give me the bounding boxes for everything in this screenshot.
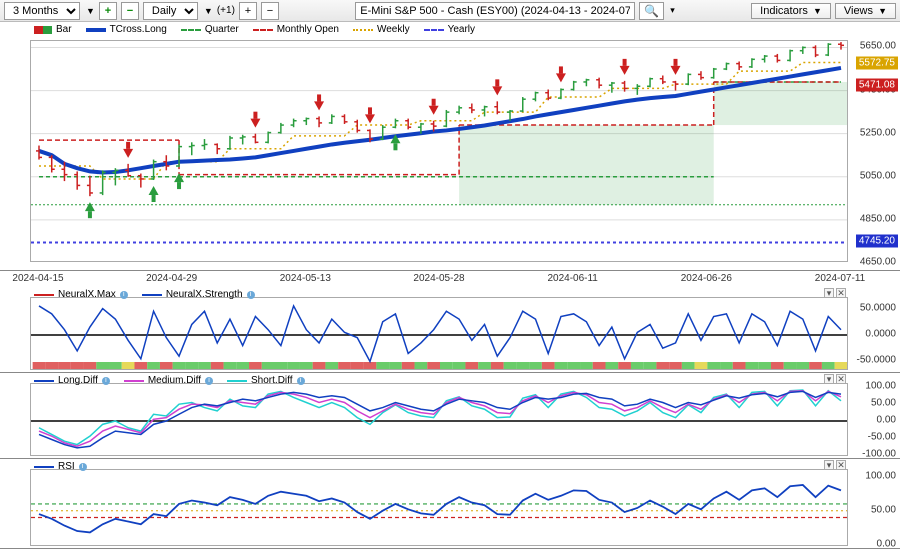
chart-area: Bar TCross.Long Quarter Monthly Open Weekly Y… xyxy=(0,22,900,549)
x-tick: 2024-04-15 xyxy=(12,273,63,284)
y-tick: 50.00 xyxy=(871,398,896,409)
chevron-down-icon: ▼ xyxy=(86,6,95,16)
indicators-button[interactable]: Indicators ▼ xyxy=(751,3,831,19)
y-tick: 50.00 xyxy=(871,504,896,515)
y-tick: 5250.00 xyxy=(860,127,896,138)
price-chart-panel: Bar TCross.Long Quarter Monthly Open Weekly Y… xyxy=(0,22,900,271)
diff-plot[interactable] xyxy=(30,383,848,456)
step-plus-button[interactable]: + xyxy=(239,2,257,20)
range-select[interactable]: 3 Months xyxy=(4,2,80,20)
y-tick: 50.0000 xyxy=(860,302,896,313)
y-tick: 0.00 xyxy=(877,538,896,549)
neural-y-axis: -50.0000 0.0000 50.0000 xyxy=(850,287,900,372)
legend-item: Yearly xyxy=(424,24,475,35)
y-tick: 100.00 xyxy=(865,381,896,392)
info-icon[interactable]: i xyxy=(79,463,87,471)
info-icon[interactable]: i xyxy=(205,377,213,385)
y-tick: -50.00 xyxy=(868,431,896,442)
legend-item: Medium.Diffi xyxy=(124,375,213,386)
price-badge: 4745.20 xyxy=(856,235,898,248)
price-x-axis: 2024-04-15 2024-04-29 2024-05-13 2024-05-28… xyxy=(0,271,900,287)
views-button[interactable]: Views ▼ xyxy=(835,3,896,19)
y-tick: 100.00 xyxy=(865,470,896,481)
x-tick: 2024-05-13 xyxy=(280,273,331,284)
x-tick: 2024-05-28 xyxy=(413,273,464,284)
price-badge: 5471.08 xyxy=(856,79,898,92)
y-tick: 5650.00 xyxy=(860,41,896,52)
rsi-legend: RSIi xyxy=(34,461,87,472)
step-minus-button[interactable]: − xyxy=(261,2,279,20)
y-tick: 4850.00 xyxy=(860,213,896,224)
x-tick: 2024-04-29 xyxy=(146,273,197,284)
y-tick: -100.00 xyxy=(862,448,896,459)
panel-close-icon[interactable]: ✕ xyxy=(836,288,846,298)
legend-item: Short.Diffi xyxy=(227,375,305,386)
legend-item: NeuralX.Strengthi xyxy=(142,289,255,300)
x-tick: 2024-06-11 xyxy=(547,273,597,284)
y-tick: -50.0000 xyxy=(857,355,896,366)
diff-y-axis: -100.00 -50.00 0.00 50.00 100.00 xyxy=(850,373,900,458)
price-legend: Bar TCross.Long Quarter Monthly Open Weekly Y… xyxy=(34,24,475,35)
legend-item: TCross.Long xyxy=(86,24,167,35)
rsi-panel: RSIi ▾✕ 0.00 50.00 100.00 xyxy=(0,459,900,549)
chevron-down-icon: ▼ xyxy=(204,6,213,16)
legend-item: Weekly xyxy=(353,24,410,35)
diff-panel: Long.Diffi Medium.Diffi Short.Diffi ▾✕ -10… xyxy=(0,373,900,459)
neural-plot[interactable] xyxy=(30,297,848,370)
diff-legend: Long.Diffi Medium.Diffi Short.Diffi xyxy=(34,375,305,386)
info-icon[interactable]: i xyxy=(120,291,128,299)
price-badge: 5572.75 xyxy=(856,57,898,70)
panel-close-icon[interactable]: ✕ xyxy=(836,460,846,470)
legend-item: Long.Diffi xyxy=(34,375,110,386)
y-tick: 5050.00 xyxy=(860,170,896,181)
price-chart-plot[interactable] xyxy=(30,40,848,262)
toolbar: 3 Months ▼ + − Daily ▼ (+1) + − 🔍 ▾ Indi… xyxy=(0,0,900,22)
legend-item: Bar xyxy=(34,24,72,35)
legend-item: Monthly Open xyxy=(253,24,339,35)
symbol-title-input[interactable] xyxy=(355,2,635,20)
interval-select[interactable]: Daily xyxy=(143,2,198,20)
y-tick: 0.0000 xyxy=(865,329,896,340)
rsi-y-axis: 0.00 50.00 100.00 xyxy=(850,459,900,548)
zoom-in-button[interactable]: + xyxy=(99,2,117,20)
legend-item: NeuralX.Maxi xyxy=(34,289,128,300)
y-tick: 0.00 xyxy=(877,415,896,426)
search-icon[interactable]: 🔍 xyxy=(639,2,664,20)
panel-collapse-icon[interactable]: ▾ xyxy=(824,374,834,384)
panel-collapse-icon[interactable]: ▾ xyxy=(824,288,834,298)
panel-close-icon[interactable]: ✕ xyxy=(836,374,846,384)
x-tick: 2024-06-26 xyxy=(681,273,732,284)
legend-item: Quarter xyxy=(181,24,239,35)
legend-item: RSIi xyxy=(34,461,87,472)
info-icon[interactable]: i xyxy=(247,291,255,299)
x-tick: 2024-07-11 xyxy=(815,273,865,284)
info-icon[interactable]: i xyxy=(102,377,110,385)
chevron-down-icon: ▾ xyxy=(670,5,675,16)
zoom-out-button[interactable]: − xyxy=(121,2,139,20)
price-y-axis: 4650.004850.005050.005250.005450.005650.… xyxy=(850,22,900,270)
rsi-plot[interactable] xyxy=(30,469,848,546)
panel-collapse-icon[interactable]: ▾ xyxy=(824,460,834,470)
neural-legend: NeuralX.Maxi NeuralX.Strengthi xyxy=(34,289,255,300)
info-icon[interactable]: i xyxy=(297,377,305,385)
neural-panel: NeuralX.Maxi NeuralX.Strengthi ▾✕ -50.000… xyxy=(0,287,900,373)
y-tick: 4650.00 xyxy=(860,257,896,268)
step-label: (+1) xyxy=(217,5,235,16)
